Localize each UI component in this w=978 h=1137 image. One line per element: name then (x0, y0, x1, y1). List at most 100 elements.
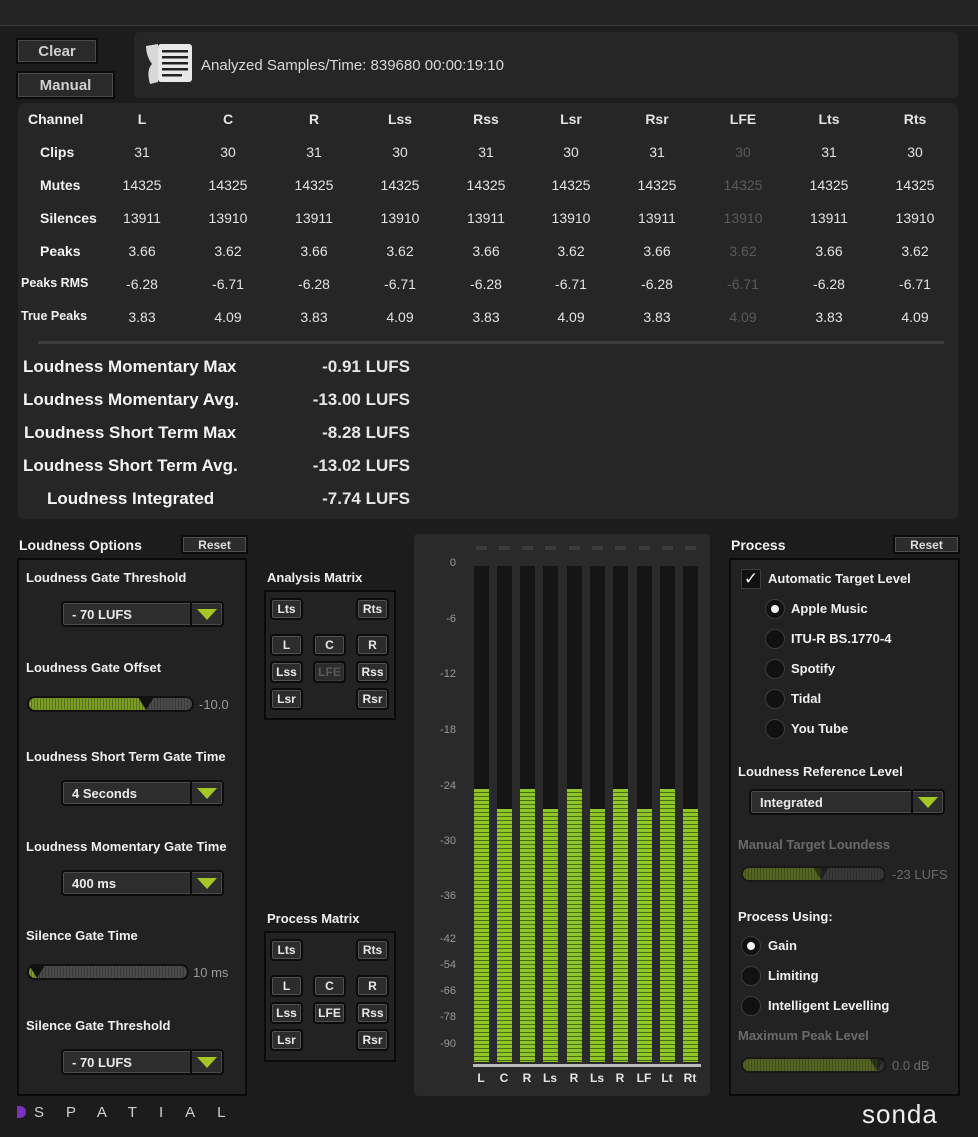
slider-fill (743, 1059, 877, 1071)
stat-cell: 3.83 (643, 309, 671, 325)
matrix-button-rss[interactable]: Rss (356, 1002, 389, 1024)
stat-cell: -6.28 (813, 276, 845, 292)
meter-tick-label: -12 (440, 668, 456, 680)
row-label-true-peaks: True Peaks (21, 309, 88, 323)
target-radio[interactable] (765, 689, 785, 709)
momentary-gate-select[interactable]: 400 ms (61, 870, 224, 896)
matrix-button-rss[interactable]: Rss (356, 661, 389, 683)
channel-header: Channel (28, 111, 84, 127)
stat-cell: 13910 (895, 210, 935, 226)
meter-bar-level (660, 789, 675, 1062)
slider-track (146, 698, 192, 710)
stat-cell: 4.09 (557, 309, 585, 325)
gate-offset-slider[interactable] (27, 696, 194, 712)
slider-fill (743, 868, 821, 880)
stat-cell: 13911 (810, 210, 848, 226)
matrix-button-lsr[interactable]: Lsr (270, 1029, 303, 1051)
matrix-button-l[interactable]: L (270, 634, 303, 656)
matrix-button-lts[interactable]: Lts (270, 598, 303, 620)
target-radio[interactable] (765, 629, 785, 649)
stat-cell: 31 (821, 144, 837, 160)
stat-cell: 13911 (638, 210, 676, 226)
spatial-brand: SPATIAL (34, 1104, 248, 1121)
gate-threshold-select[interactable]: - 70 LUFS (61, 601, 224, 627)
peak-indicator (569, 546, 580, 550)
manual-button[interactable]: Manual (16, 71, 115, 99)
reference-level-select[interactable]: Integrated (749, 789, 945, 815)
analysis-matrix-title: Analysis Matrix (267, 570, 363, 585)
process-matrix: Lts Rts L C R Lss LFE Rss Lsr Rsr (264, 931, 396, 1062)
meter-tick-label: -54 (440, 959, 456, 971)
silence-gate-time-slider[interactable] (27, 964, 189, 980)
target-radio[interactable] (765, 599, 785, 619)
matrix-button-lsr[interactable]: Lsr (270, 688, 303, 710)
silence-gate-time-value: 10 ms (193, 965, 229, 980)
matrix-button-c[interactable]: C (313, 975, 346, 997)
stat-cell: -6.28 (298, 276, 330, 292)
meter-channel-label: R (615, 1071, 625, 1085)
matrix-button-r[interactable]: R (356, 634, 389, 656)
slider-thumb[interactable] (868, 1058, 885, 1071)
meter-bar (543, 566, 558, 1062)
stat-cell: 31 (649, 144, 665, 160)
matrix-button-r[interactable]: R (356, 975, 389, 997)
stat-cell: 13910 (551, 210, 591, 226)
peak-indicator (685, 546, 696, 550)
peak-indicator (522, 546, 533, 550)
stat-cell: 31 (134, 144, 150, 160)
stat-cell: 30 (220, 144, 236, 160)
analysis-matrix: Lts Rts L C R Lss LFE Rss Lsr Rsr (264, 590, 396, 720)
silence-gate-threshold-select[interactable]: - 70 LUFS (61, 1049, 224, 1075)
matrix-button-c[interactable]: C (313, 634, 346, 656)
process-radio[interactable] (741, 966, 761, 986)
meter-bar-level (613, 789, 628, 1062)
analysis-info-bar: Analyzed Samples/Time: 839680 00:00:19:1… (134, 32, 958, 98)
stat-cell: 14325 (723, 177, 763, 193)
short-term-gate-select[interactable]: 4 Seconds (61, 780, 224, 806)
meter-tick-label: -90 (440, 1038, 456, 1050)
channel-header-rss: Rss (473, 111, 499, 127)
matrix-button-rts[interactable]: Rts (356, 598, 389, 620)
reference-level-value: Integrated (760, 795, 823, 810)
target-label: You Tube (791, 721, 849, 736)
target-radio[interactable] (765, 659, 785, 679)
max-peak-slider[interactable] (741, 1057, 886, 1073)
clear-button[interactable]: Clear (16, 38, 98, 64)
peak-indicator (499, 546, 510, 550)
stat-cell: 3.66 (128, 243, 156, 259)
matrix-button-rts[interactable]: Rts (356, 939, 389, 961)
matrix-button-lfe[interactable]: LFE (313, 1002, 346, 1024)
matrix-button-l[interactable]: L (270, 975, 303, 997)
slider-thumb[interactable] (28, 965, 45, 978)
process-radio[interactable] (741, 996, 761, 1016)
matrix-button-lss[interactable]: Lss (270, 661, 303, 683)
process-radio[interactable] (741, 936, 761, 956)
matrix-button-lts[interactable]: Lts (270, 939, 303, 961)
automatic-target-checkbox[interactable]: ✓ (741, 569, 761, 589)
max-peak-value: 0.0 dB (892, 1058, 930, 1073)
meter-bar (520, 566, 535, 1062)
loudness-value: -8.28 LUFS (322, 423, 410, 442)
slider-thumb[interactable] (138, 697, 155, 710)
matrix-button-lss[interactable]: Lss (270, 1002, 303, 1024)
channel-header-lsr: Lsr (560, 111, 582, 127)
target-radio[interactable] (765, 719, 785, 739)
stat-cell: 14325 (637, 177, 677, 193)
stat-cell: 14325 (380, 177, 420, 193)
process-reset-button[interactable]: Reset (893, 535, 960, 554)
loudness-options-reset-button[interactable]: Reset (181, 535, 248, 554)
statistics-panel: Channel L C R Lss Rss Lsr Rsr LFE Lts Rts Clips 31 30… (18, 103, 958, 519)
chevron-down-icon (190, 603, 222, 625)
stat-cell: 4.09 (901, 309, 929, 325)
meter-channel-label: Rt (683, 1071, 697, 1085)
stat-cell: 14325 (551, 177, 591, 193)
meter-bar-level (497, 809, 512, 1062)
matrix-button-rsr[interactable]: Rsr (356, 688, 389, 710)
slider-thumb[interactable] (812, 867, 829, 880)
meter-bar-level (590, 809, 605, 1062)
slider-track (820, 868, 884, 880)
matrix-button-lfe[interactable]: LFE (313, 661, 346, 683)
stat-cell: -6.71 (384, 276, 416, 292)
matrix-button-rsr[interactable]: Rsr (356, 1029, 389, 1051)
automatic-target-label: Automatic Target Level (768, 571, 911, 586)
